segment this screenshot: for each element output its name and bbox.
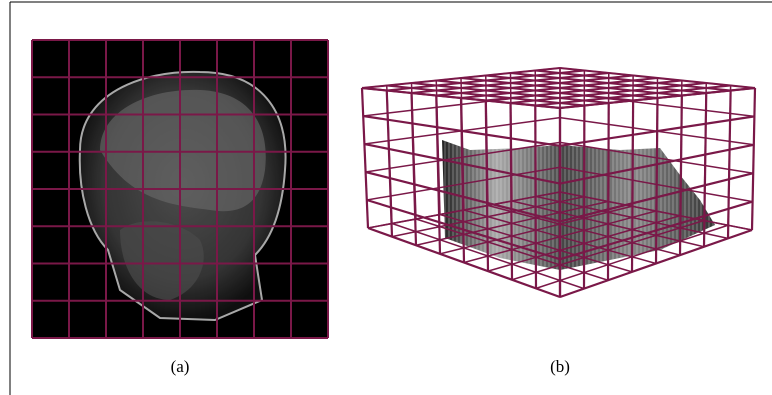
grid-line	[412, 93, 417, 245]
grid-line	[656, 98, 658, 264]
surface-plot	[442, 140, 715, 270]
grid-line	[608, 103, 609, 280]
figure: (a) (b)	[0, 0, 772, 395]
grid-line	[752, 88, 755, 230]
panel-label: (a)	[171, 357, 190, 376]
panel-label: (b)	[550, 357, 570, 376]
grid-line	[535, 106, 536, 289]
grid-line	[632, 101, 633, 272]
grid-line	[362, 88, 368, 228]
grid-line	[511, 103, 513, 280]
